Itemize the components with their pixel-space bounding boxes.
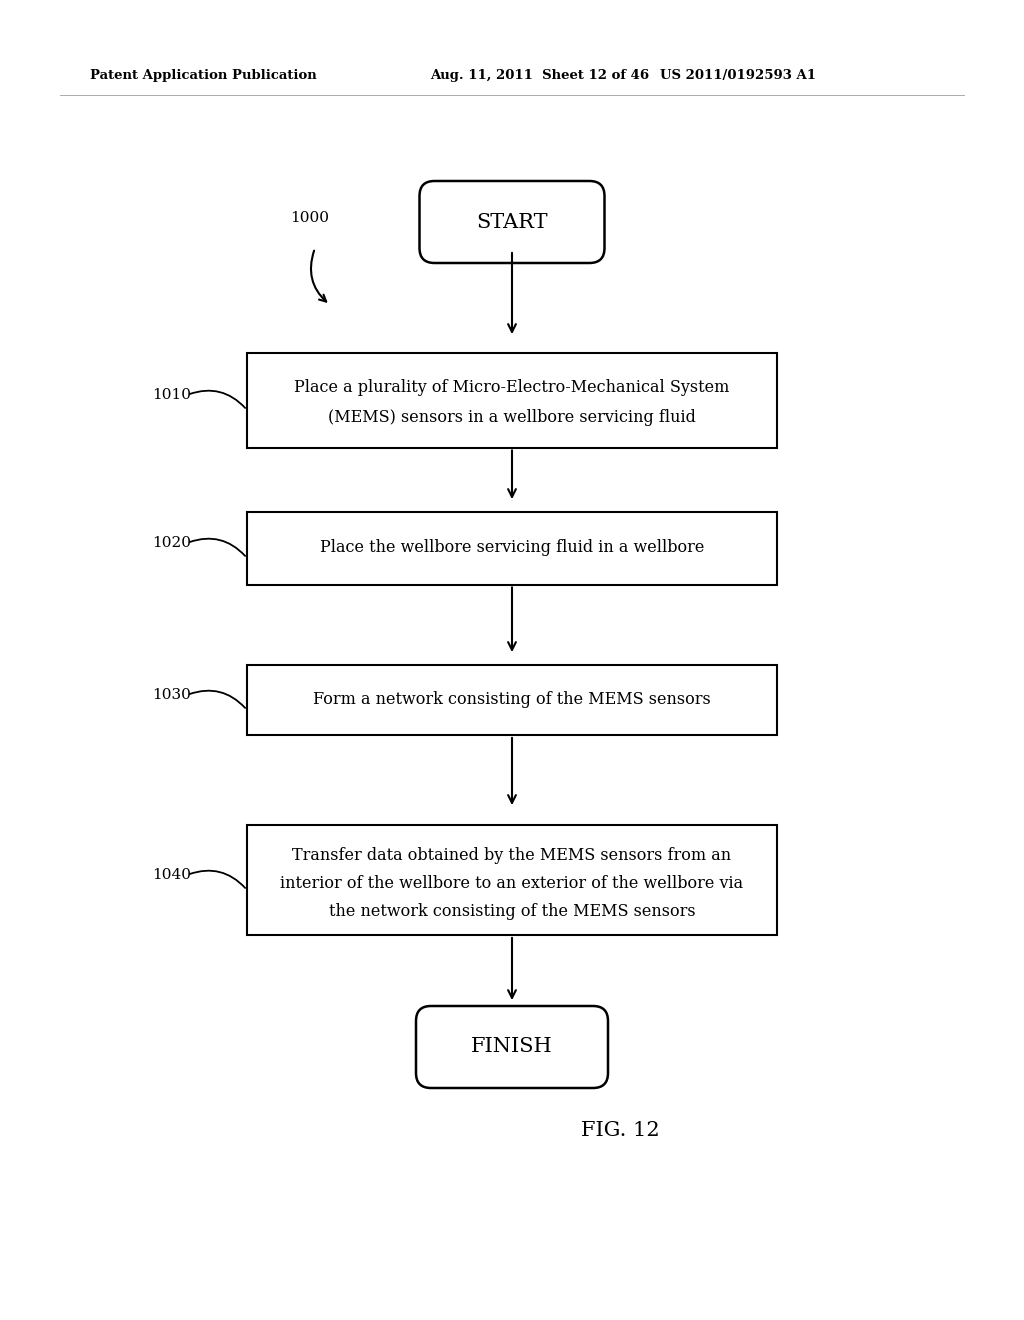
FancyBboxPatch shape [247,352,777,447]
Text: 1000: 1000 [290,211,329,224]
Text: the network consisting of the MEMS sensors: the network consisting of the MEMS senso… [329,903,695,920]
Text: 1030: 1030 [152,688,190,702]
Text: US 2011/0192593 A1: US 2011/0192593 A1 [660,69,816,82]
FancyBboxPatch shape [247,511,777,585]
Text: START: START [476,213,548,231]
Text: Place the wellbore servicing fluid in a wellbore: Place the wellbore servicing fluid in a … [319,540,705,557]
Text: FIG. 12: FIG. 12 [581,1121,659,1139]
FancyBboxPatch shape [247,825,777,935]
Text: Place a plurality of Micro-Electro-Mechanical System: Place a plurality of Micro-Electro-Mecha… [294,380,730,396]
FancyBboxPatch shape [247,665,777,735]
Text: 1040: 1040 [152,869,191,882]
Text: FINISH: FINISH [471,1038,553,1056]
Text: 1010: 1010 [152,388,191,403]
Text: 1020: 1020 [152,536,191,550]
FancyBboxPatch shape [420,181,604,263]
Text: (MEMS) sensors in a wellbore servicing fluid: (MEMS) sensors in a wellbore servicing f… [328,408,696,425]
FancyBboxPatch shape [416,1006,608,1088]
Text: Form a network consisting of the MEMS sensors: Form a network consisting of the MEMS se… [313,692,711,709]
Text: Transfer data obtained by the MEMS sensors from an: Transfer data obtained by the MEMS senso… [293,847,731,865]
Text: Aug. 11, 2011  Sheet 12 of 46: Aug. 11, 2011 Sheet 12 of 46 [430,69,649,82]
Text: interior of the wellbore to an exterior of the wellbore via: interior of the wellbore to an exterior … [281,875,743,892]
Text: Patent Application Publication: Patent Application Publication [90,69,316,82]
